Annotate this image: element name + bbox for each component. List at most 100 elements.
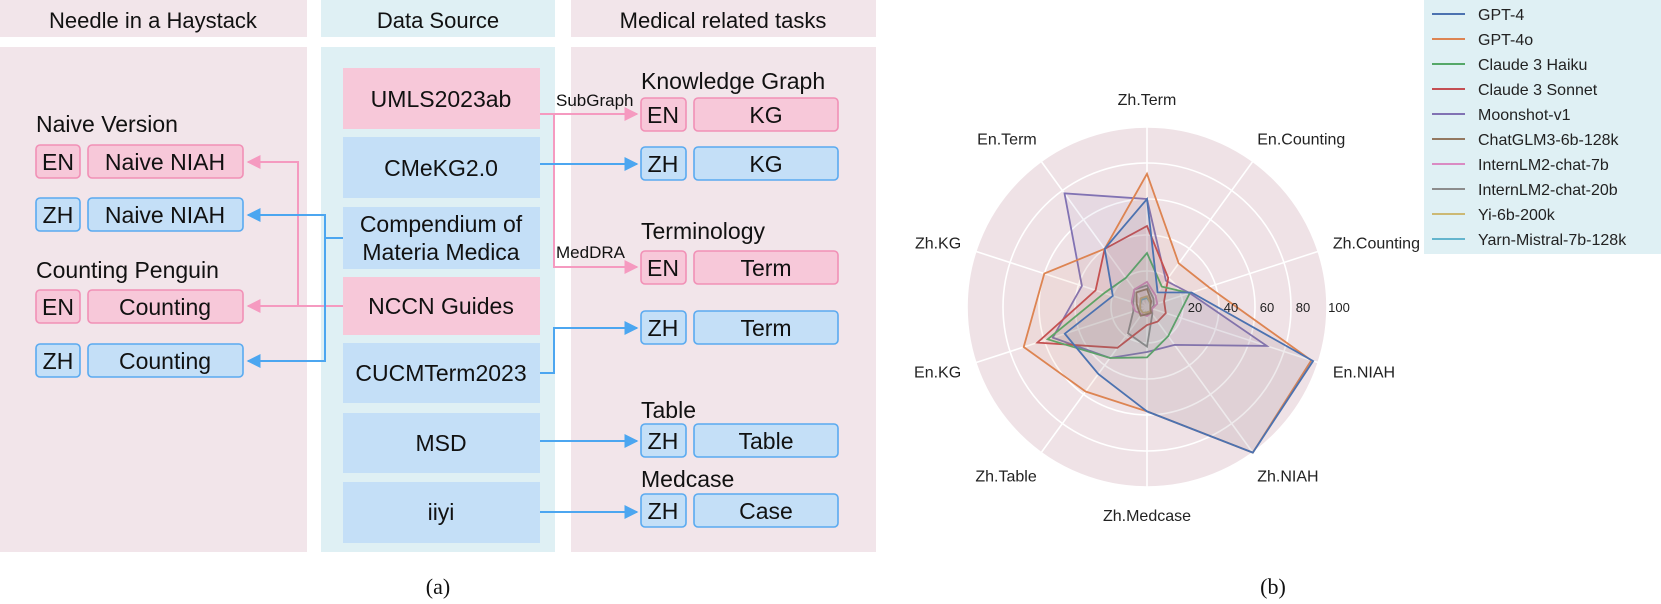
legend-label: GPT-4 bbox=[1478, 7, 1524, 24]
radar-axis-label: En.Term bbox=[977, 132, 1037, 149]
source-header: Data Source bbox=[377, 8, 499, 33]
niah-row: EN Naive NIAH bbox=[35, 144, 244, 179]
table-title: Table bbox=[641, 397, 696, 423]
legend-label: Yarn-Mistral-7b-128k bbox=[1478, 232, 1627, 249]
task-box-label: Naive NIAH bbox=[105, 202, 225, 228]
source-box: CMeKG2.0 bbox=[343, 137, 540, 198]
radar-rtick-label: 20 bbox=[1188, 300, 1202, 315]
source-box-label: MSD bbox=[415, 430, 466, 456]
radar-series-polygon bbox=[1051, 192, 1270, 359]
lang-badge bbox=[640, 97, 687, 132]
task-box-label: Counting bbox=[119, 348, 211, 374]
radar-spoke bbox=[1146, 306, 1319, 364]
radar-spoke bbox=[1146, 250, 1319, 308]
radar-spoke bbox=[1146, 160, 1254, 308]
task-box bbox=[693, 250, 839, 285]
task-box bbox=[693, 493, 839, 528]
terminology-title: Terminology bbox=[641, 218, 765, 244]
radar-rtick-labels: 20 40 60 80 100 bbox=[1188, 300, 1350, 315]
task-box-label: KG bbox=[749, 151, 782, 177]
source-box: CUCMTerm2023 bbox=[343, 343, 540, 403]
radar-rtick-label: 100 bbox=[1328, 300, 1350, 315]
lang-badge bbox=[640, 250, 687, 285]
radar-series-polygon bbox=[1035, 224, 1170, 349]
radar-series-polygon bbox=[1063, 196, 1315, 454]
lang-badge-label: ZH bbox=[648, 151, 679, 177]
task-row: EN Term bbox=[640, 250, 839, 285]
task-box-label: Table bbox=[739, 428, 794, 454]
task-row: ZH KG bbox=[640, 146, 839, 181]
lang-badge-label: ZH bbox=[43, 348, 74, 374]
panel-b-caption: (b) bbox=[1260, 574, 1286, 599]
radar-legend: GPT-4 GPT-4o Claude 3 Haiku Claude 3 Sonnet… bbox=[1432, 7, 1627, 249]
radar-axis-label: Zh.KG bbox=[915, 236, 961, 253]
task-box-label: Term bbox=[740, 255, 791, 281]
legend-label: GPT-4o bbox=[1478, 32, 1533, 49]
source-box-label: CUCMTerm2023 bbox=[355, 360, 526, 386]
radar-rtick-label: 60 bbox=[1260, 300, 1274, 315]
legend-label: InternLM2-chat-20b bbox=[1478, 182, 1618, 199]
lang-badge-label: EN bbox=[42, 149, 74, 175]
legend-box bbox=[1424, 0, 1661, 254]
lang-badge-label: EN bbox=[42, 294, 74, 320]
task-box bbox=[87, 197, 244, 232]
panel-b: Zh.Term En.Counting Zh.Counting En.NIAH Zh.N… bbox=[914, 0, 1661, 599]
task-box bbox=[693, 146, 839, 181]
source-box-label: UMLS2023ab bbox=[371, 86, 512, 112]
task-box bbox=[87, 144, 244, 179]
medcase-title: Medcase bbox=[641, 466, 734, 492]
naive-version-title: Naive Version bbox=[36, 111, 178, 137]
radar-axis-label: Zh.NIAH bbox=[1257, 468, 1318, 485]
source-box: Compendium of Materia Medica bbox=[343, 207, 540, 269]
radar-axis-label: Zh.Counting bbox=[1333, 236, 1420, 253]
lang-badge bbox=[35, 197, 81, 232]
task-row: ZH Table bbox=[640, 423, 839, 458]
knowledge-graph-title: Knowledge Graph bbox=[641, 68, 825, 94]
task-box-label: Counting bbox=[119, 294, 211, 320]
radar-axis-label: Zh.Term bbox=[1118, 92, 1177, 109]
legend-label: Moonshot-v1 bbox=[1478, 107, 1571, 124]
source-header-bg bbox=[321, 0, 555, 37]
source-box-label: CMeKG2.0 bbox=[384, 155, 498, 181]
radar-series-polygon bbox=[1135, 287, 1153, 317]
legend-label: InternLM2-chat-7b bbox=[1478, 157, 1609, 174]
lang-badge-label: ZH bbox=[648, 428, 679, 454]
niah-blue-arrows bbox=[246, 208, 343, 368]
legend-label: Claude 3 Sonnet bbox=[1478, 82, 1598, 99]
source-box-label: Compendium of bbox=[360, 211, 523, 237]
source-box-label-line2: Materia Medica bbox=[362, 239, 519, 265]
lang-badge bbox=[35, 289, 81, 324]
task-box bbox=[87, 289, 244, 324]
source-box-label: iiyi bbox=[428, 499, 455, 525]
lang-badge-label: EN bbox=[647, 255, 679, 281]
task-box bbox=[693, 423, 839, 458]
legend-label: Yi-6b-200k bbox=[1478, 207, 1556, 224]
radar-spoke bbox=[1040, 160, 1148, 308]
source-box: MSD bbox=[343, 413, 540, 473]
lang-badge-label: EN bbox=[647, 102, 679, 128]
radar-axis-label: Zh.Medcase bbox=[1103, 508, 1191, 525]
radar-axis-label: En.NIAH bbox=[1333, 364, 1395, 381]
radar-axis-labels: Zh.Term En.Counting Zh.Counting En.NIAH Zh.N… bbox=[914, 92, 1420, 525]
task-box-label: Case bbox=[739, 498, 793, 524]
task-box bbox=[87, 343, 244, 378]
radar-spoke bbox=[975, 250, 1148, 308]
subgraph-label: SubGraph bbox=[556, 91, 634, 110]
radar-series bbox=[1022, 171, 1315, 454]
niah-row: ZH Counting bbox=[35, 343, 244, 378]
source-box-label: NCCN Guides bbox=[368, 293, 514, 319]
radar-axis-label: En.KG bbox=[914, 364, 961, 381]
legend-label: ChatGLM3-6b-128k bbox=[1478, 132, 1620, 149]
niah-row: ZH Naive NIAH bbox=[35, 197, 244, 232]
task-box-label: Term bbox=[740, 315, 791, 341]
panel-a-caption: (a) bbox=[426, 574, 450, 599]
legend-label: Claude 3 Haiku bbox=[1478, 57, 1587, 74]
niah-header-bg bbox=[0, 0, 307, 37]
lang-badge bbox=[640, 493, 687, 528]
source-box: iiyi bbox=[343, 482, 540, 543]
radar-spoke bbox=[975, 306, 1148, 364]
task-row: EN KG bbox=[640, 97, 839, 132]
lang-badge-label: ZH bbox=[648, 315, 679, 341]
lang-badge bbox=[640, 146, 687, 181]
